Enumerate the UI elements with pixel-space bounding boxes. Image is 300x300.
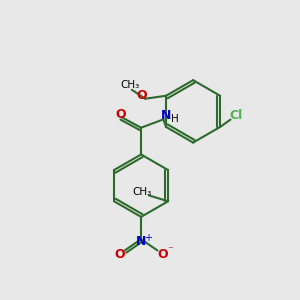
Text: H: H (171, 114, 178, 124)
Text: +: + (144, 233, 152, 243)
Text: O: O (115, 108, 126, 122)
Text: Cl: Cl (229, 110, 242, 122)
Text: ⁻: ⁻ (167, 245, 173, 256)
Text: CH₃: CH₃ (133, 187, 152, 197)
Text: N: N (160, 109, 171, 122)
Text: O: O (114, 248, 125, 260)
Text: N: N (136, 235, 146, 248)
Text: O: O (158, 248, 168, 260)
Text: O: O (136, 89, 147, 102)
Text: CH₃: CH₃ (121, 80, 140, 90)
